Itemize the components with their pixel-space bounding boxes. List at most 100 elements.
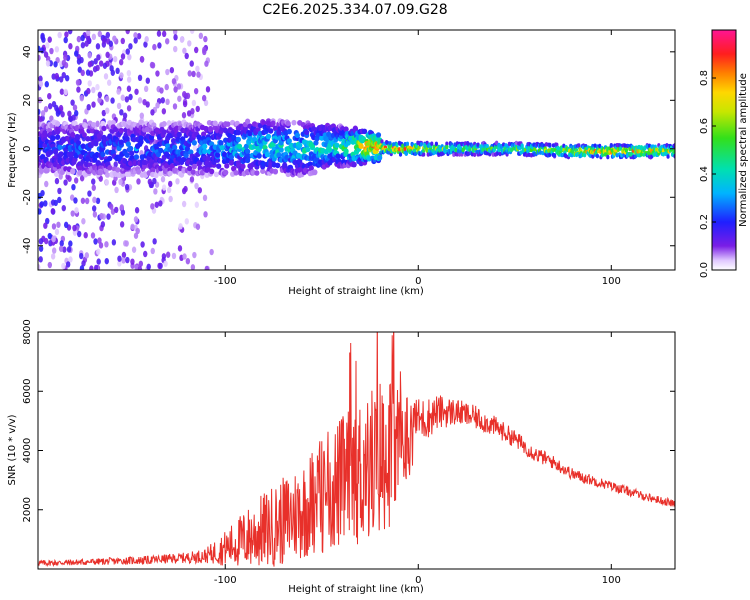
spectrogram-cell [161, 129, 167, 135]
spectrogram-cell [91, 184, 96, 191]
snr-x-ticks: -100 0 100 [214, 332, 621, 586]
spectrogram-cell [93, 264, 99, 270]
spectrogram-cell [107, 155, 113, 162]
spectrogram-cell [124, 152, 130, 158]
spectrogram-cell [169, 66, 175, 74]
spectrogram-cell [97, 96, 102, 104]
spectrogram-y-tick-label: 0 [22, 146, 33, 152]
spectrogram-x-tick-label: 100 [602, 276, 621, 287]
spectrogram-cell [207, 126, 214, 133]
spectrogram-cell [71, 114, 76, 121]
spectrogram-cell [158, 262, 163, 270]
spectrogram-cell [54, 72, 59, 80]
spectrogram-cell [595, 153, 600, 159]
spectrogram-cell [119, 59, 124, 66]
spectrogram-cell [121, 251, 127, 259]
spectrogram-cell [58, 104, 64, 112]
spectrogram-cell [119, 204, 125, 211]
spectrogram-cell [61, 71, 66, 79]
spectrogram-cell [276, 152, 282, 158]
spectrogram-cell [116, 88, 121, 95]
spectrogram-cell [351, 161, 357, 168]
spectrogram-cell [192, 144, 198, 152]
spectrogram-cell [155, 70, 160, 77]
spectrogram-cell [38, 54, 41, 62]
snr-x-tick-label: 0 [415, 575, 421, 586]
spectrogram-cell [425, 148, 429, 153]
spectrogram-cell [167, 170, 173, 177]
spectrogram-cell [105, 31, 111, 39]
spectrogram-cell [672, 149, 675, 154]
spectrogram-cell [128, 145, 134, 152]
spectrogram-cell [112, 35, 117, 42]
colorbar-tick-label: 0.8 [699, 70, 710, 86]
spectrogram-cell [38, 256, 43, 263]
spectrogram-cell [109, 65, 114, 72]
spectrogram-cell [205, 86, 211, 93]
spectrogram-cell [191, 163, 197, 170]
spectrogram-cell [75, 140, 82, 146]
spectrogram-cell [50, 135, 56, 142]
spectrogram-cell [203, 211, 208, 218]
spectrogram-cell [177, 95, 182, 102]
spectrogram-cell [138, 135, 144, 141]
spectrogram-cell [120, 37, 125, 45]
spectrogram-cell [68, 43, 73, 50]
spectrogram-cell [173, 34, 178, 41]
spectrogram-cell [405, 141, 410, 146]
spectrogram-cell [179, 36, 185, 43]
spectrogram-cell [101, 109, 107, 117]
spectrogram-cell [38, 238, 44, 245]
spectrogram-cell [291, 119, 297, 126]
spectrogram-cell [96, 54, 101, 61]
spectrogram-cell [44, 180, 49, 188]
spectrogram-cell [68, 240, 73, 247]
spectrogram-cell [161, 121, 167, 127]
spectrogram-cell [96, 248, 101, 255]
spectrogram-cell [218, 140, 224, 146]
spectrogram-cell [57, 31, 62, 39]
spectrogram-cell [74, 133, 80, 140]
spectrogram-cell [272, 168, 279, 175]
spectrogram-cell [40, 47, 45, 54]
spectrogram-cell [80, 69, 85, 77]
spectrogram-cell [58, 151, 64, 157]
spectrogram-cell [124, 96, 130, 103]
spectrogram-cell [254, 170, 260, 176]
spectrogram-cell [125, 256, 130, 264]
spectrogram-cell [47, 92, 52, 100]
spectrogram-cell [79, 252, 84, 260]
spectrogram-cell [190, 169, 196, 175]
spectrogram-cell [195, 105, 200, 113]
spectrogram-cell [107, 165, 113, 171]
spectrogram-cell [120, 94, 126, 101]
spectrogram-cell [55, 134, 61, 140]
spectrogram-cell [87, 52, 92, 59]
spectrogram-cell [286, 128, 292, 135]
spectrogram-cell [47, 232, 52, 240]
spectrogram-cell [67, 110, 72, 117]
spectrogram-cell [80, 197, 86, 204]
spectrogram-cell [60, 111, 65, 118]
spectrogram-cell [144, 126, 150, 133]
spectrogram-cell [59, 88, 65, 95]
spectrogram-cell [100, 120, 106, 127]
spectrogram-cell [126, 76, 132, 83]
spectrogram-cell [39, 201, 45, 208]
chart-title: C2E6.2025.334.07.09.G28 [262, 2, 447, 18]
spectrogram-cell [106, 79, 112, 86]
spectrogram-cell [105, 51, 110, 59]
spectrogram-cell [158, 200, 163, 207]
spectrogram-cell [91, 33, 97, 41]
spectrogram-cell [413, 151, 418, 156]
spectrogram-cell [45, 60, 51, 67]
spectrogram-cell [124, 135, 130, 142]
spectrogram-cell [228, 154, 235, 160]
spectrogram-cell [149, 61, 155, 69]
spectrogram-cell [138, 139, 144, 145]
spectrogram-panel: -100 0 100 -40 -20 0 20 40 Height of straight … [7, 29, 676, 297]
spectrogram-cell [49, 47, 54, 55]
spectrogram-cell [194, 201, 200, 208]
spectrogram-cell [161, 184, 167, 191]
spectrogram-cell [551, 147, 555, 153]
